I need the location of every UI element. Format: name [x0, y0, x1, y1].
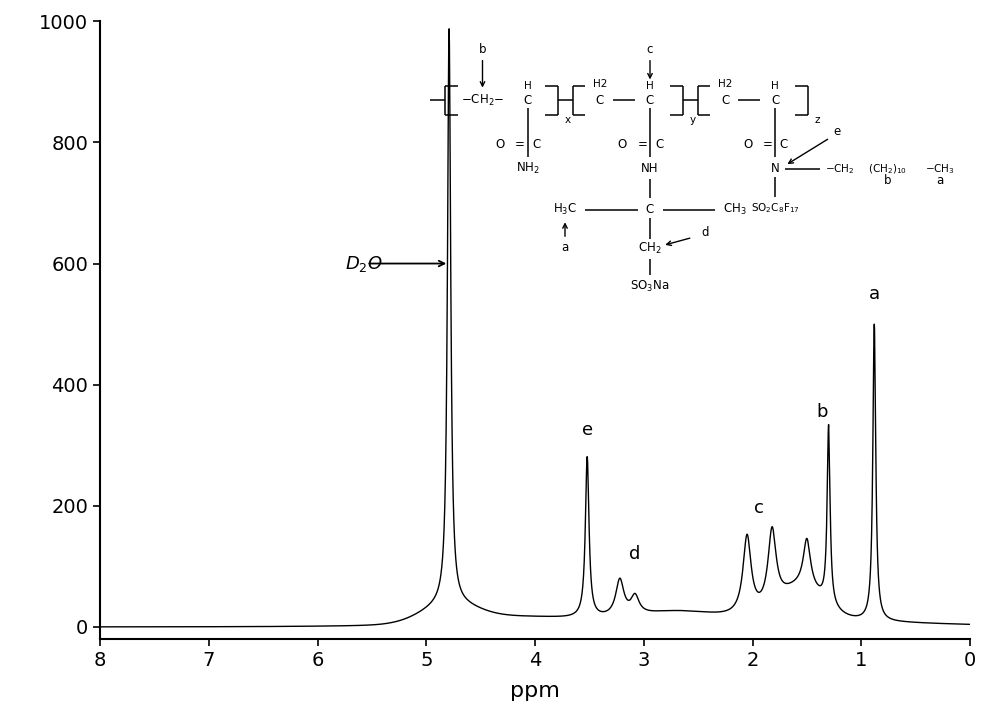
Text: c: c — [647, 43, 653, 56]
Text: C: C — [771, 94, 779, 106]
Text: =: = — [515, 138, 525, 151]
Text: C: C — [721, 94, 729, 106]
Text: SO$_2$C$_8$F$_{17}$: SO$_2$C$_8$F$_{17}$ — [751, 201, 799, 215]
Text: CH$_2$: CH$_2$ — [638, 241, 662, 256]
Text: C: C — [646, 203, 654, 216]
Text: $-$CH$_2$: $-$CH$_2$ — [825, 162, 855, 176]
Text: b: b — [479, 43, 486, 56]
Text: NH: NH — [641, 163, 659, 175]
Text: b: b — [816, 403, 828, 421]
Text: $D_2O$: $D_2O$ — [345, 253, 383, 273]
Text: C: C — [780, 138, 788, 151]
Text: O: O — [618, 138, 627, 151]
Text: CH$_3$: CH$_3$ — [723, 202, 747, 217]
Text: H2: H2 — [718, 79, 732, 89]
Text: C: C — [532, 138, 541, 151]
Text: C: C — [596, 94, 604, 106]
Text: a: a — [936, 174, 944, 187]
Text: $-$CH$_3$: $-$CH$_3$ — [925, 162, 955, 176]
Text: $-$CH$_2$$-$: $-$CH$_2$$-$ — [461, 93, 504, 108]
Text: H: H — [524, 80, 531, 91]
Text: $\mathregular{(CH_2)_{10}}$: $\mathregular{(CH_2)_{10}}$ — [868, 162, 907, 175]
Text: O: O — [743, 138, 752, 151]
Text: H: H — [646, 80, 654, 91]
Text: SO$_3$Na: SO$_3$Na — [630, 279, 670, 294]
Text: a: a — [869, 285, 880, 303]
Text: C: C — [646, 94, 654, 106]
X-axis label: ppm: ppm — [510, 681, 560, 701]
Text: H$_3$C: H$_3$C — [553, 202, 577, 217]
Text: e: e — [834, 125, 841, 138]
Text: z: z — [815, 115, 820, 125]
Text: x: x — [564, 115, 571, 125]
Text: y: y — [689, 115, 696, 125]
Text: H2: H2 — [593, 79, 607, 89]
Text: e: e — [582, 421, 593, 439]
Text: NH$_2$: NH$_2$ — [516, 161, 539, 176]
Text: O: O — [495, 138, 505, 151]
Text: N: N — [771, 163, 779, 175]
Text: c: c — [754, 498, 764, 517]
Text: =: = — [638, 138, 647, 151]
Text: C: C — [523, 94, 532, 106]
Text: b: b — [884, 174, 891, 187]
Text: a: a — [561, 241, 569, 253]
Text: C: C — [655, 138, 663, 151]
Text: d: d — [629, 545, 641, 563]
Text: H: H — [771, 80, 779, 91]
Text: =: = — [763, 138, 772, 151]
Text: d: d — [701, 226, 709, 239]
